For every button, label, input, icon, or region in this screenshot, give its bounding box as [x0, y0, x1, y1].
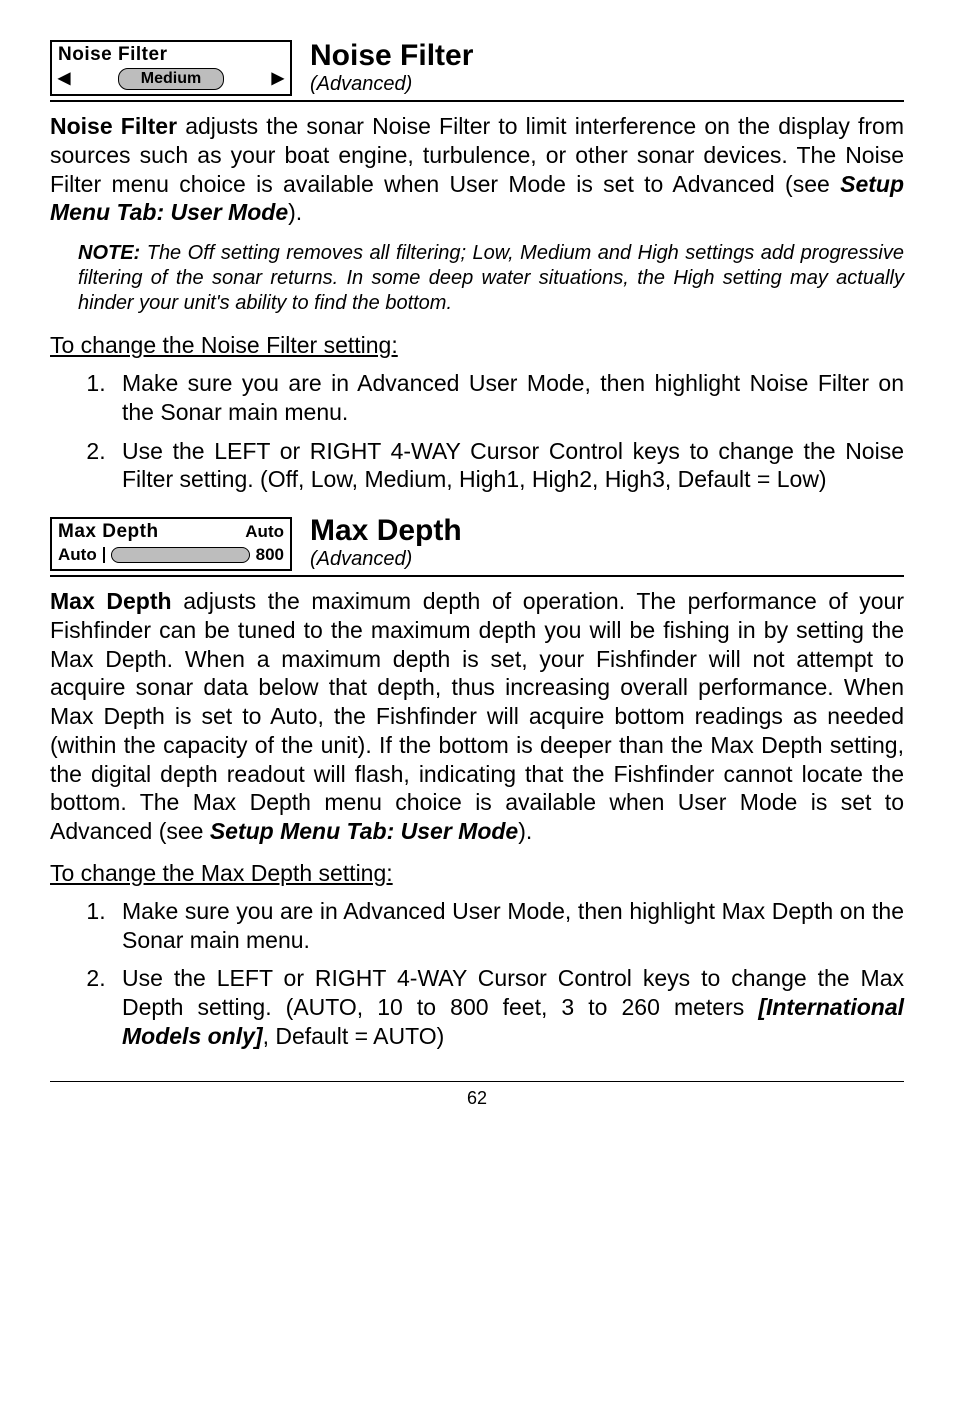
max-depth-header: Max Depth Auto Auto 800 Max Depth (Advan…	[50, 516, 904, 577]
body-lead: Noise Filter	[50, 113, 177, 139]
title-block: Noise Filter (Advanced)	[310, 41, 473, 100]
step-item: Make sure you are in Advanced User Mode,…	[112, 369, 904, 427]
section-title: Noise Filter	[310, 41, 473, 71]
body-lead: Max Depth	[50, 588, 172, 614]
slider-value[interactable]: Medium	[118, 68, 224, 90]
right-arrow-icon[interactable]: ▶	[272, 71, 284, 87]
note-rest: The Off setting removes all filtering; L…	[78, 242, 904, 314]
title-block: Max Depth (Advanced)	[310, 516, 462, 575]
slider-bar[interactable]	[111, 547, 250, 563]
step-item: Use the LEFT or RIGHT 4-WAY Cursor Contr…	[112, 437, 904, 495]
body-end: ).	[288, 199, 302, 225]
section-title: Max Depth	[310, 516, 462, 546]
noise-filter-steps: Make sure you are in Advanced User Mode,…	[50, 369, 904, 494]
body-ref: Setup Menu Tab: User Mode	[210, 818, 518, 844]
slider-row: Auto 800	[58, 545, 284, 565]
noise-filter-note: NOTE: The Off setting removes all filter…	[78, 241, 904, 316]
section-subtitle: (Advanced)	[310, 548, 462, 571]
note-lead: NOTE:	[78, 242, 140, 264]
widget-title: Max Depth	[58, 521, 159, 543]
step-item: Use the LEFT or RIGHT 4-WAY Cursor Contr…	[112, 964, 904, 1050]
body-end: ).	[518, 818, 532, 844]
slider-row: ◀ Medium ▶	[58, 68, 284, 90]
noise-filter-body: Noise Filter adjusts the sonar Noise Fil…	[50, 112, 904, 227]
widget-top: Max Depth Auto	[58, 521, 284, 545]
section-subtitle: (Advanced)	[310, 73, 473, 96]
max-depth-howto-title: To change the Max Depth setting:	[50, 860, 904, 887]
slider-left-label: Auto	[58, 545, 97, 565]
noise-filter-howto-title: To change the Noise Filter setting:	[50, 332, 904, 359]
max-depth-body: Max Depth adjusts the maximum depth of o…	[50, 587, 904, 846]
noise-filter-header: Noise Filter ◀ Medium ▶ Noise Filter (Ad…	[50, 40, 904, 102]
step-item: Make sure you are in Advanced User Mode,…	[112, 897, 904, 955]
max-depth-widget: Max Depth Auto Auto 800	[50, 517, 292, 571]
max-depth-steps: Make sure you are in Advanced User Mode,…	[50, 897, 904, 1051]
body-rest: adjusts the maximum depth of operation. …	[50, 588, 904, 844]
widget-right-label: Auto	[245, 522, 284, 542]
slider-tick-icon	[103, 547, 105, 563]
left-arrow-icon[interactable]: ◀	[58, 71, 70, 87]
page-number: 62	[50, 1081, 904, 1109]
widget-title: Noise Filter	[58, 44, 284, 66]
body-rest: adjusts the sonar Noise Filter to limit …	[50, 113, 904, 197]
step2-c: , Default = AUTO)	[263, 1023, 445, 1049]
noise-filter-widget: Noise Filter ◀ Medium ▶	[50, 40, 292, 96]
slider-right-label: 800	[256, 545, 284, 565]
